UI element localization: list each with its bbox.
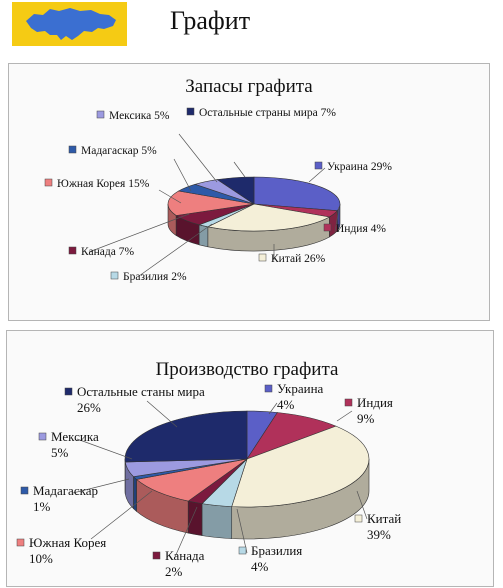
data-label-мадагаскар: Мадагаскар 5% (81, 145, 157, 157)
ukraine-map-logo (12, 2, 127, 46)
pie-side-бразилия (201, 503, 233, 539)
leader-line (178, 133, 218, 183)
legend-swatch-канада (152, 551, 161, 560)
data-label-украина: Украина 29% (327, 161, 392, 173)
pie-slice-украина (253, 176, 341, 212)
leader-line (268, 402, 278, 415)
legend-swatch-канада (68, 246, 77, 255)
legend-swatch-украина (314, 161, 323, 170)
pie-slice-остальные-страны-мира (216, 176, 255, 205)
legend-swatch-остальные-станы-мира (64, 387, 73, 396)
data-label-индия: Индия 4% (336, 223, 386, 235)
legend-swatch-украина (264, 384, 273, 393)
leader-line (236, 508, 248, 554)
data-label-украина: Украина 4% (277, 381, 324, 412)
data-label-остальные-страны-мира: Остальные страны мира 7% (199, 107, 336, 119)
reserves-chart-panel: Запасы графита Украина 29% Индия 4% Китай 2… (8, 63, 490, 321)
leader-line (158, 189, 182, 204)
data-label-мадагаскар: Мадагаскар 1% (33, 483, 98, 514)
data-label-китай: Китай 39% (367, 511, 401, 542)
leader-line (76, 438, 133, 460)
legend-swatch-индия (344, 398, 353, 407)
legend-swatch-мадагаскар (68, 145, 77, 154)
legend-swatch-бразилия (110, 271, 119, 280)
leader-line (88, 213, 190, 253)
leader-line (233, 161, 246, 178)
leader-line (173, 158, 192, 192)
leader-line (174, 506, 198, 558)
chart-title: Производство графита (156, 359, 339, 380)
data-label-остальные-станы-мира: Остальные станы мира 26% (77, 384, 205, 415)
production-chart-panel: Производство графита Украина 4% Индия 9% Кита… (6, 330, 494, 587)
pie-side-канада (187, 500, 203, 536)
legend-swatch-остальные-страны-мира (186, 107, 195, 116)
leader-line (356, 490, 368, 520)
pie-slices (124, 410, 370, 508)
legend-swatch-индия (323, 223, 332, 232)
pie-slice-остальные-станы-мира (124, 410, 248, 463)
data-label-мексика: Мексика 5% (51, 429, 99, 460)
pie-slice-китай (206, 203, 331, 232)
pie-slice-южная-корея (167, 190, 255, 216)
data-label-бразилия: Бразилия 4% (251, 543, 302, 574)
leader-line (308, 167, 326, 183)
data-label-южная-корея: Южная Корея 15% (57, 178, 150, 190)
pie-side-мадагаскар (133, 475, 137, 513)
leader-line (146, 400, 178, 428)
chart-title: Запасы графита (185, 76, 313, 97)
pie-slices (167, 176, 341, 232)
legend-swatch-китай (354, 514, 363, 523)
reserves-pie-chart: Запасы графита Украина 29% Индия 4% Китай 2… (44, 76, 392, 283)
leader-line (334, 206, 340, 233)
pie-slice-китай (231, 425, 370, 508)
leader-line (336, 410, 353, 422)
data-label-бразилия: Бразилия 2% (123, 271, 187, 283)
ukraine-map-icon (26, 8, 116, 40)
leader-line (90, 490, 153, 540)
page-title: Графит (170, 6, 251, 35)
data-label-канада: Канада 2% (165, 548, 205, 579)
legend-swatch-бразилия (238, 546, 247, 555)
legend-swatch-южная-корея (16, 538, 25, 547)
pie-slice-южная-корея (135, 458, 248, 502)
data-label-индия: Индия 9% (357, 395, 393, 426)
leader-line (72, 478, 130, 494)
data-label-мексика: Мексика 5% (109, 110, 170, 122)
legend-swatch-мадагаскар (20, 486, 29, 495)
leader-line (138, 223, 213, 277)
data-label-канада: Канада 7% (81, 246, 134, 258)
data-label-южная-корея: Южная Корея 10% (29, 535, 106, 566)
legend-swatch-южная-корея (44, 178, 53, 187)
legend-swatch-мексика (38, 432, 47, 441)
legend-swatch-китай (258, 253, 267, 262)
data-label-китай: Китай 26% (271, 253, 326, 265)
legend-swatch-мексика (96, 110, 105, 119)
